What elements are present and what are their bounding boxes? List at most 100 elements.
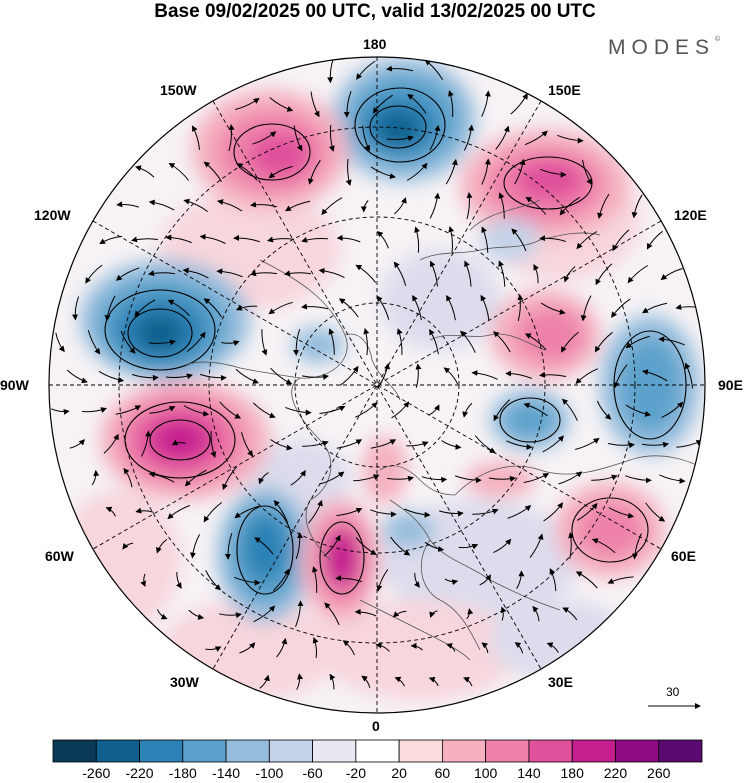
wind-vector xyxy=(336,507,363,517)
wind-vector xyxy=(441,440,462,450)
wind-vector xyxy=(343,91,352,118)
wind-vector xyxy=(148,339,176,346)
wind-vector xyxy=(375,642,390,652)
wind-vector xyxy=(576,502,598,521)
wind-vector xyxy=(596,400,612,420)
wind-vector xyxy=(273,500,289,524)
wind-vector xyxy=(236,163,258,181)
wind-vector xyxy=(188,609,205,620)
wind-vector xyxy=(293,125,303,152)
wind-vector xyxy=(448,90,454,117)
wind-vector xyxy=(98,370,125,383)
wind-vector xyxy=(448,226,455,254)
wind-vector xyxy=(72,296,80,321)
wind-vector xyxy=(210,431,217,458)
wind-vector xyxy=(660,268,683,281)
colorbar-tick-label: -260 xyxy=(82,765,111,781)
wind-vector xyxy=(51,408,70,415)
wind-vector xyxy=(510,93,528,115)
wind-vector xyxy=(414,226,420,253)
wind-vector xyxy=(284,270,312,277)
wind-vector xyxy=(612,229,630,252)
wind-vector xyxy=(167,299,190,316)
wind-vector xyxy=(171,439,186,446)
wind-vector xyxy=(410,642,423,651)
wind-vector xyxy=(559,196,580,216)
wind-vector xyxy=(641,441,669,448)
wind-vector xyxy=(104,295,116,322)
wind-vector xyxy=(498,192,505,219)
wind-vector xyxy=(290,469,306,486)
wind-vector xyxy=(372,94,393,114)
wind-vector xyxy=(459,330,476,353)
modes-logo: MODES© xyxy=(608,36,720,60)
wind-vector xyxy=(407,94,427,114)
wind-vector xyxy=(481,642,489,654)
wind-vector xyxy=(115,267,140,281)
colorbar-swatch xyxy=(658,739,703,763)
lon-label-120w: 120W xyxy=(34,207,71,223)
wind-vector xyxy=(444,578,459,586)
wind-vector xyxy=(258,472,269,485)
wind-vector xyxy=(221,340,240,346)
wind-vector xyxy=(267,236,295,243)
wind-vector xyxy=(355,264,377,284)
colorbar-swatch xyxy=(268,739,314,763)
wind-vector xyxy=(222,466,238,491)
wind-vector xyxy=(345,158,352,186)
wind-vector xyxy=(471,370,498,380)
wind-vector xyxy=(394,676,405,687)
wind-vector xyxy=(446,294,456,321)
lon-label-60e: 60E xyxy=(671,548,696,564)
wind-vector xyxy=(66,369,88,384)
wind-vector xyxy=(254,537,274,555)
wind-vector xyxy=(642,302,668,314)
wind-vector xyxy=(627,265,649,284)
colorbar-tick-label: -180 xyxy=(168,765,197,781)
wind-vector xyxy=(329,673,336,690)
wind-vector xyxy=(439,510,464,517)
wind-vector xyxy=(259,674,270,689)
wind-vector xyxy=(336,234,361,243)
wind-vector xyxy=(613,364,628,389)
lon-label-0: 0 xyxy=(372,718,380,734)
wind-vector xyxy=(561,331,579,353)
wind-vector xyxy=(424,59,444,81)
wind-vector xyxy=(568,532,575,560)
wind-vector xyxy=(370,166,396,179)
wind-vector xyxy=(268,301,293,315)
wind-vector xyxy=(307,159,321,185)
colorbar-tick-label: 20 xyxy=(391,765,407,781)
wind-vector xyxy=(217,199,243,212)
colorbar-tick-label: -20 xyxy=(345,765,366,781)
wind-vector xyxy=(55,332,65,353)
wind-vector xyxy=(445,158,458,185)
wind-vector xyxy=(386,65,414,72)
wind-vector xyxy=(549,568,557,592)
wind-vector xyxy=(597,193,610,219)
wind-vector xyxy=(516,570,525,589)
wind-vector xyxy=(182,267,209,279)
wind-vector xyxy=(458,543,479,550)
colorbar-swatch xyxy=(139,739,184,763)
wind-vector xyxy=(175,571,182,589)
lon-label-30w: 30W xyxy=(170,674,199,690)
wind-vector xyxy=(392,610,407,618)
wind-vector xyxy=(192,125,200,150)
wind-vector xyxy=(386,135,414,142)
wind-vector xyxy=(218,612,242,619)
colorbar-tick-label: -100 xyxy=(255,765,284,781)
wind-vector xyxy=(356,60,376,80)
wind-vector xyxy=(235,304,258,311)
wind-vector xyxy=(463,677,473,687)
wind-vector xyxy=(103,433,119,454)
colorbar-tick-label: 140 xyxy=(517,765,541,781)
wind-vector xyxy=(376,569,389,592)
wind-vector xyxy=(463,124,475,151)
wind-vector xyxy=(149,406,176,414)
wind-vector xyxy=(524,130,548,146)
wind-vector xyxy=(189,534,201,559)
wind-vector xyxy=(199,233,226,244)
lon-label-90e: 90E xyxy=(718,377,743,393)
